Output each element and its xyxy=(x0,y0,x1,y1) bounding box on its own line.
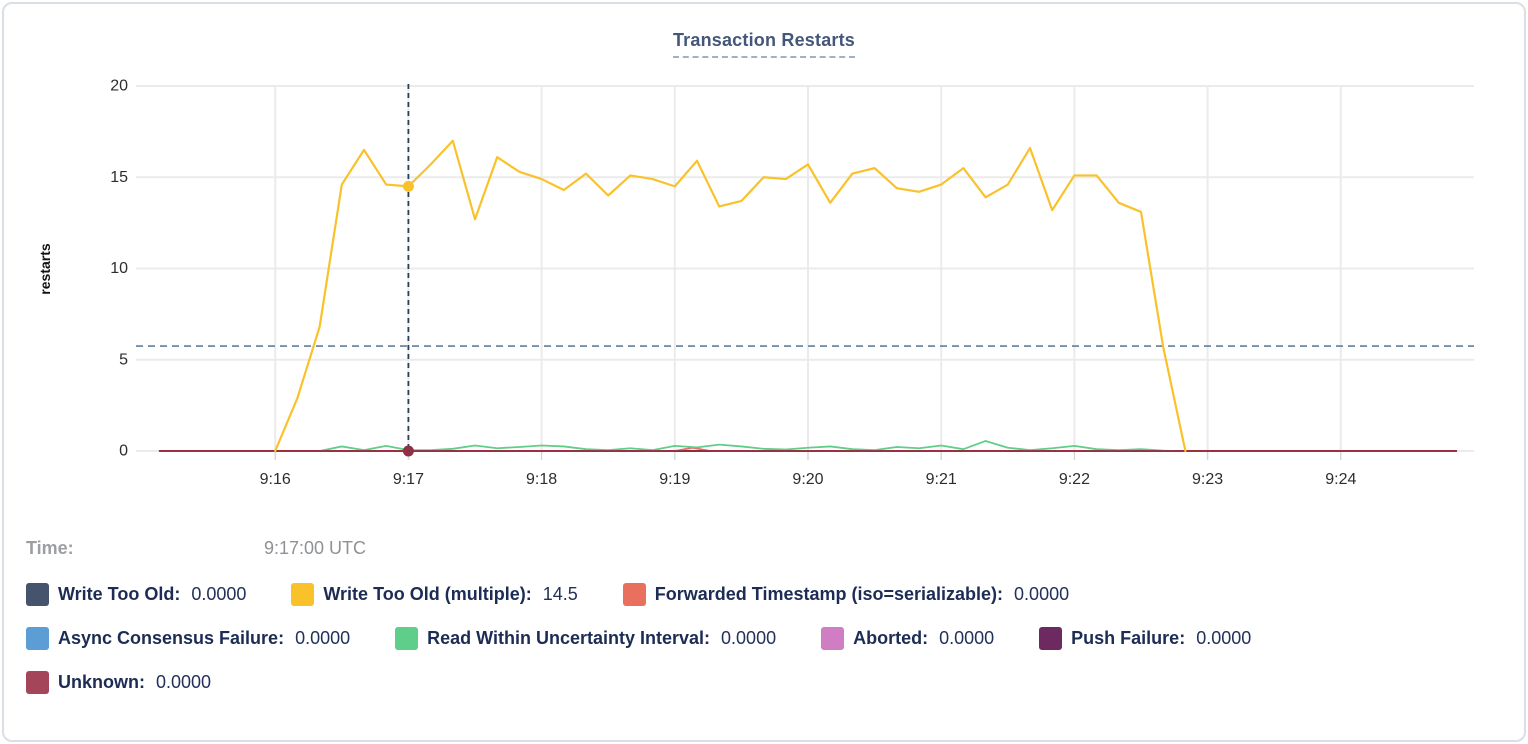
time-label: Time: xyxy=(26,538,74,558)
legend-swatch xyxy=(26,671,49,694)
legend-item-unknown[interactable]: Unknown 0.0000 xyxy=(26,671,211,694)
legend-label: Async Consensus Failure xyxy=(58,628,284,649)
x-tick-label: 9:24 xyxy=(1325,471,1356,488)
legend-value: 0.0000 xyxy=(295,628,351,648)
legend-row-3: Unknown 0.0000 xyxy=(26,671,1502,694)
legend-item-push-failure[interactable]: Push Failure 0.0000 xyxy=(1039,627,1251,650)
legend-swatch xyxy=(395,627,419,650)
chart-title[interactable]: Transaction Restarts xyxy=(672,30,856,58)
x-tick-label: 9:21 xyxy=(926,471,957,488)
legend-label: Write Too Old (multiple) xyxy=(323,584,531,605)
legend-item-read-within-uncertainty-interval[interactable]: Read Within Uncertainty Interval 0.0000 xyxy=(395,627,776,650)
chart-legend: Write Too Old 0.0000 Write Too Old (mult… xyxy=(26,583,1502,694)
legend-label: Push Failure xyxy=(1071,628,1185,649)
legend-label: Unknown xyxy=(58,672,145,693)
hover-dot xyxy=(402,180,414,192)
series-line-write-too-old-multiple- xyxy=(274,139,1187,453)
series-layer xyxy=(158,139,1458,453)
y-tick-label: 10 xyxy=(110,260,128,277)
legend-value: 0.0000 xyxy=(1014,584,1070,604)
legend-value: 0.0000 xyxy=(721,628,777,648)
x-tick-label: 9:16 xyxy=(260,471,291,488)
legend-item-forwarded-timestamp[interactable]: Forwarded Timestamp (iso=serializable) 0… xyxy=(622,583,1070,606)
legend-item-write-too-old[interactable]: Write Too Old 0.0000 xyxy=(26,583,246,606)
hover-time-row: Time: 9:17:00 UTC xyxy=(26,538,1524,559)
hover-crosshair-layer xyxy=(136,84,1474,451)
chart-header: Transaction Restarts xyxy=(4,4,1524,64)
legend-swatch xyxy=(1039,627,1063,650)
legend-label: Aborted xyxy=(853,628,928,649)
y-tick-label: 0 xyxy=(119,443,128,460)
legend-swatch xyxy=(291,583,315,606)
legend-swatch xyxy=(26,627,49,650)
legend-row-2: Async Consensus Failure 0.0000 Read With… xyxy=(26,627,1502,650)
time-value: 9:17:00 UTC xyxy=(264,538,367,558)
y-axis-label: restarts xyxy=(37,243,53,295)
legend-item-write-too-old-multiple[interactable]: Write Too Old (multiple) 14.5 xyxy=(291,583,578,606)
legend-value: 0.0000 xyxy=(191,584,247,604)
x-tick-label: 9:19 xyxy=(659,471,690,488)
x-tick-label: 9:17 xyxy=(393,471,424,488)
legend-value: 0.0000 xyxy=(939,628,995,648)
y-tick-label: 20 xyxy=(110,78,128,95)
grid-layer: 0 5 10 15 20 9:16 9:17 9:18 9:19 9:20 9:21 9:22 9:23… xyxy=(110,78,1474,488)
x-tick-label: 9:23 xyxy=(1192,471,1223,488)
legend-value: 0.0000 xyxy=(156,672,212,692)
legend-swatch xyxy=(26,583,49,606)
legend-row-1: Write Too Old 0.0000 Write Too Old (mult… xyxy=(26,583,1502,606)
transaction-restarts-chart[interactable]: 0 5 10 15 20 9:16 9:17 9:18 9:19 9:20 9:21 9:22 9:23… xyxy=(4,64,1526,514)
legend-label: Forwarded Timestamp (iso=serializable) xyxy=(655,584,1003,605)
y-tick-label: 15 xyxy=(110,169,128,186)
x-tick-label: 9:22 xyxy=(1059,471,1090,488)
legend-value: 0.0000 xyxy=(1196,628,1252,648)
legend-swatch xyxy=(622,583,646,606)
y-tick-label: 5 xyxy=(119,351,128,368)
hover-dot-layer xyxy=(402,180,414,457)
series-line-read-within-uncertainty-interval xyxy=(318,440,1176,452)
legend-value: 14.5 xyxy=(542,584,578,604)
legend-label: Read Within Uncertainty Interval xyxy=(427,628,710,649)
x-tick-label: 9:20 xyxy=(792,471,823,488)
legend-item-async-consensus-failure[interactable]: Async Consensus Failure 0.0000 xyxy=(26,627,350,650)
legend-swatch xyxy=(821,627,845,650)
hover-dot xyxy=(402,445,414,457)
legend-item-aborted[interactable]: Aborted 0.0000 xyxy=(821,627,994,650)
legend-label: Write Too Old xyxy=(58,584,180,605)
x-tick-label: 9:18 xyxy=(526,471,557,488)
